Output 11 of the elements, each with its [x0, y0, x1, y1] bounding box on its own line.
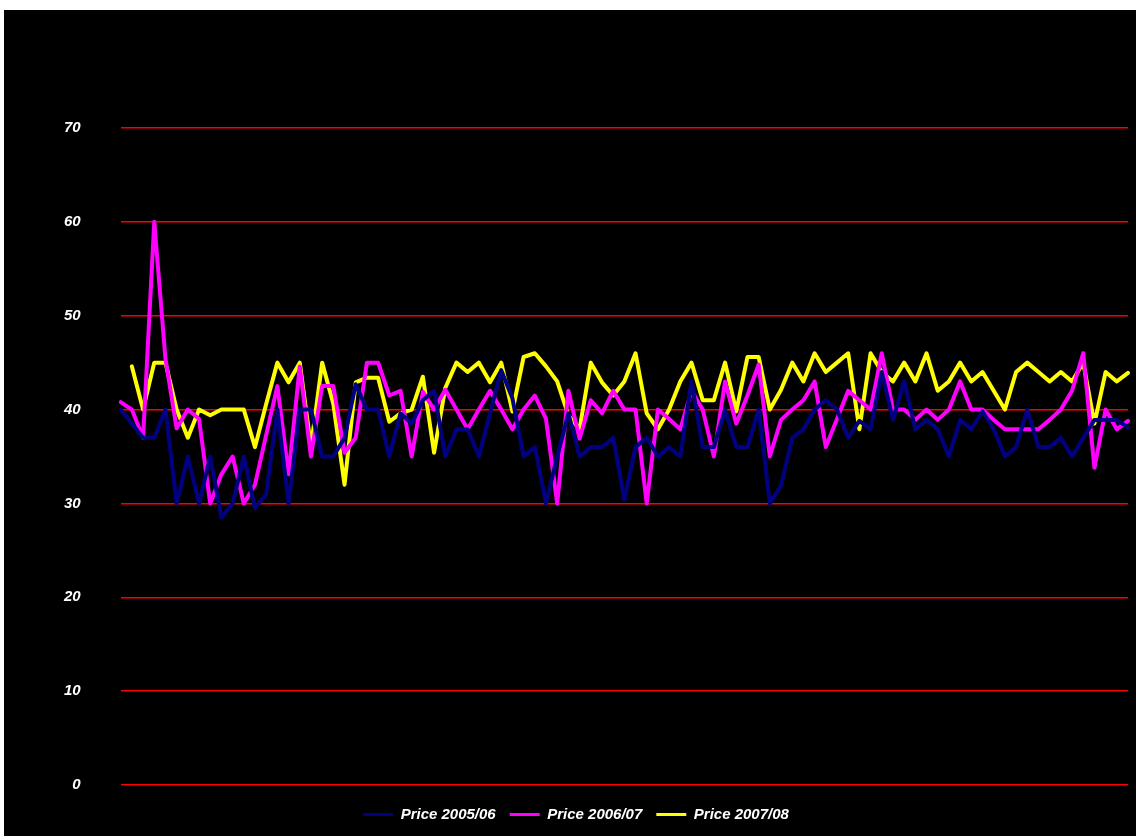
y-tick-label: 10: [64, 681, 82, 699]
y-tick-label: 0: [72, 775, 82, 793]
legend-label: Price 2005/06: [400, 804, 497, 822]
y-tick-label: 30: [64, 493, 82, 511]
legend-label: Price 2007/08: [693, 804, 790, 822]
y-tick-label: 70: [64, 118, 82, 136]
y-tick-label: 50: [64, 305, 82, 323]
y-tick-label: 20: [63, 587, 82, 605]
y-tick-label: 40: [63, 399, 82, 417]
legend-label: Price 2006/07: [547, 804, 643, 822]
y-tick-label: 60: [64, 212, 82, 229]
